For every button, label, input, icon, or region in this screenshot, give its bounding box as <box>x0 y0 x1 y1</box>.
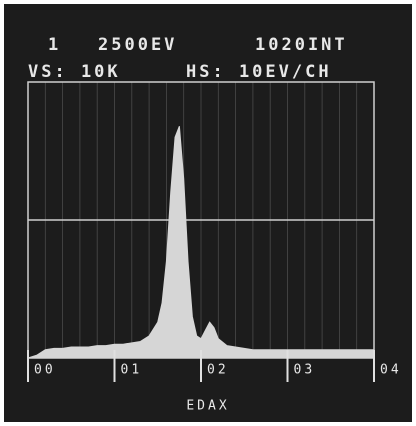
header-text: 2500EV <box>98 35 177 55</box>
x-tick-label: 04 <box>380 363 402 378</box>
x-tick-label: 03 <box>294 363 316 378</box>
x-tick-label: 02 <box>207 363 229 378</box>
header-text: 1 <box>48 35 61 55</box>
x-axis-label: EDAX <box>186 399 229 414</box>
header-text: HS: 10EV/CH <box>186 62 332 82</box>
header-text: VS: 10K <box>28 62 121 82</box>
header-text: 1020INT <box>255 35 348 55</box>
screen: 1 2500EV 1020INT VS: 10K HS: 10EV/CH EDA… <box>0 0 416 426</box>
x-tick-label: 00 <box>34 363 56 378</box>
x-tick-label: 01 <box>121 363 143 378</box>
